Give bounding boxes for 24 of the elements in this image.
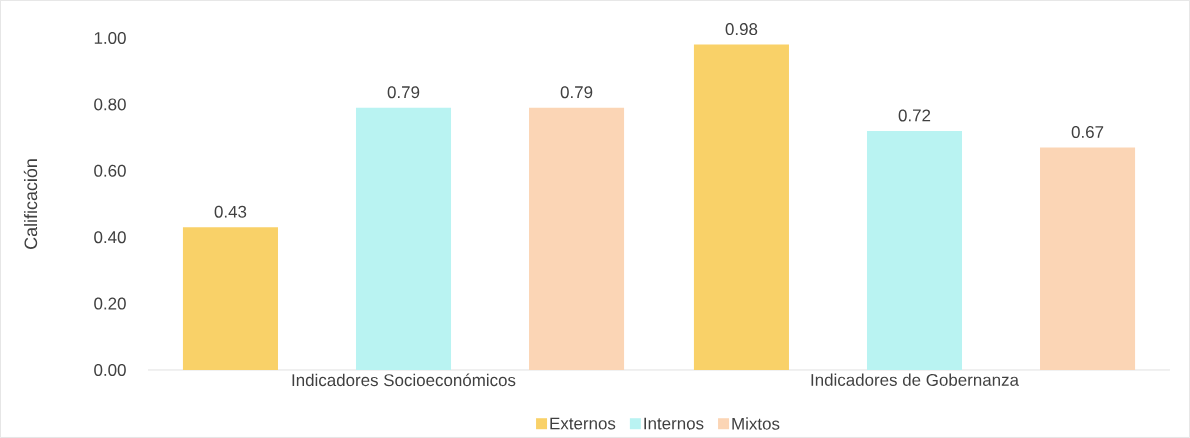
data-label: 0.43 bbox=[214, 205, 247, 218]
x-tick-label: Indicadores de Gobernanza bbox=[811, 373, 1019, 386]
data-label: 0.98 bbox=[725, 23, 758, 36]
data-label: 0.72 bbox=[898, 109, 931, 122]
y-tick-label: 0.60 bbox=[94, 164, 126, 177]
bar bbox=[529, 107, 625, 370]
x-tick-label: Indicadores Socioeconómicos bbox=[292, 373, 516, 387]
y-axis-title: Calificación bbox=[23, 159, 38, 249]
data-label: 0.67 bbox=[1071, 126, 1104, 139]
data-label: 0.79 bbox=[560, 86, 593, 99]
bar bbox=[355, 107, 452, 370]
y-tick-label: 0.20 bbox=[94, 297, 126, 310]
y-tick-label: 0.80 bbox=[94, 98, 126, 111]
y-tick-label: 1.00 bbox=[94, 31, 126, 44]
y-tick-label: 0.00 bbox=[94, 363, 126, 376]
bar bbox=[1040, 147, 1136, 370]
bar bbox=[693, 44, 789, 370]
data-label: 0.79 bbox=[387, 86, 420, 99]
bar bbox=[866, 130, 963, 370]
legend-label: Internos bbox=[644, 417, 704, 430]
bar bbox=[182, 227, 278, 370]
y-tick-label: 0.40 bbox=[94, 231, 126, 244]
legend-label: Externos bbox=[550, 417, 616, 430]
legend-label: Mixtos bbox=[732, 417, 780, 430]
